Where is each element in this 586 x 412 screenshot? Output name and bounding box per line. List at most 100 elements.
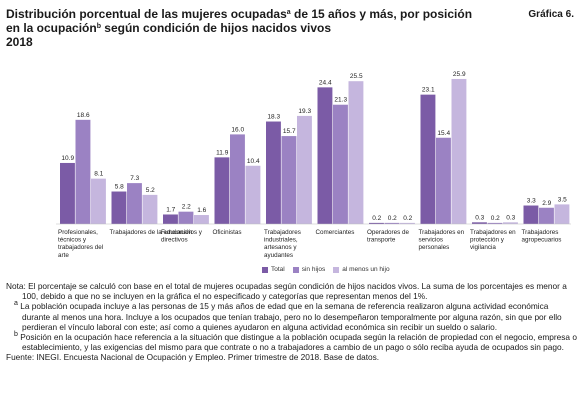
data-label: 18.3 (267, 114, 280, 121)
bar (214, 157, 230, 224)
data-label: 10.9 (61, 155, 74, 162)
note-b: b Posición en la ocupación hace referenc… (14, 331, 577, 353)
legend-swatch-al-menos-un-hijo (333, 266, 340, 273)
bar (194, 215, 209, 224)
data-label: 15.4 (437, 130, 450, 137)
category-label-line: agropecuarios (522, 237, 562, 244)
category-label: Funcionarios y directivos (161, 229, 203, 244)
data-label: 0.3 (506, 214, 515, 221)
bar (333, 104, 348, 224)
data-label: 25.5 (350, 73, 363, 80)
bar (554, 204, 570, 224)
category-label-line: servicios (419, 237, 444, 244)
bar (400, 222, 415, 224)
data-label: 23.1 (422, 87, 435, 94)
legend-swatch-total (262, 266, 268, 273)
category-label-line: Operadores de (367, 229, 410, 236)
bar (348, 81, 364, 224)
category-label-line: Trabajadores en (419, 229, 465, 236)
bar (369, 222, 384, 224)
data-label: 11.9 (216, 149, 229, 156)
bar-chart: 10.9 18.6 8.1 Profesionales, técnicos y traba… (56, 71, 571, 259)
legend-item-al-menos-un-hijo: al menos un hijo (333, 266, 390, 273)
data-label: 0.2 (403, 215, 412, 222)
bar (317, 87, 333, 224)
category-label-line: arte (58, 252, 69, 259)
category-label-line: directivos (161, 237, 188, 244)
chart-legend: Total sin hijos al menos un hijo (262, 266, 390, 273)
category-label-line: Oficinistas (213, 229, 242, 236)
data-label: 2.2 (182, 204, 191, 211)
category-label: Trabajadores en servicios personales (419, 229, 465, 251)
category-label-line: Trabajadores (264, 229, 301, 236)
data-label: 7.3 (130, 175, 139, 182)
category-label-line: Funcionarios y (161, 229, 203, 236)
graph-number-label: Gráfica 6. (528, 9, 574, 20)
bar (60, 162, 75, 224)
chart-notes: Nota: El porcentaje se calculó con base … (6, 281, 578, 363)
category-label-line: ayudantes (264, 252, 293, 259)
data-label: 16.0 (231, 126, 244, 133)
data-label: 0.2 (372, 215, 381, 222)
bar (230, 134, 245, 224)
bar (472, 222, 487, 224)
category-label-line: trabajadores del (58, 244, 103, 251)
bar (75, 119, 91, 224)
bar (127, 183, 142, 224)
legend-swatch-sin-hijos (292, 266, 299, 273)
category-label: Trabajadores agropecuarios (522, 229, 562, 244)
data-label: 3.5 (558, 196, 567, 203)
data-label: 3.3 (527, 198, 536, 205)
category-label-line: personales (419, 244, 450, 251)
bar (245, 165, 261, 224)
category-label-line: Comerciantes (316, 229, 355, 236)
bar (163, 214, 178, 224)
bar (384, 222, 400, 224)
data-label: 5.8 (115, 184, 124, 191)
category-label: Profesionales, técnicos y trabajadores del… (58, 229, 103, 259)
data-label: 8.1 (94, 171, 103, 178)
bar (281, 136, 297, 224)
data-label: 0.3 (475, 214, 484, 221)
category-label: Trabajadores industriales, artesanos y ayud… (264, 229, 301, 259)
legend-item-total: Total (262, 266, 285, 273)
category-label-line: Trabajadores en (470, 229, 516, 236)
category-label-line: técnicos y (58, 237, 87, 244)
note-source: Fuente: INEGI. Encuesta Nacional de Ocup… (6, 352, 380, 363)
bar (297, 115, 312, 224)
category-label-line: Profesionales, (58, 229, 98, 236)
category-label-line: Trabajadores de la educación (110, 229, 193, 236)
data-label: 1.6 (197, 207, 206, 214)
data-label: 5.2 (146, 187, 155, 194)
category-label: Comerciantes (316, 229, 355, 236)
category-label: Oficinistas (213, 229, 242, 236)
legend-item-sin-hijos: sin hijos (292, 266, 325, 273)
data-label: 2.9 (542, 200, 551, 207)
note-a: a La población ocupada incluye a las per… (14, 300, 562, 332)
bar (523, 205, 539, 224)
data-label: 10.4 (247, 158, 260, 165)
category-label-line: vigilancia (470, 244, 496, 251)
bar (420, 94, 436, 224)
data-label: 1.7 (166, 206, 175, 213)
bar (539, 207, 554, 224)
bar (451, 78, 467, 225)
category-label: Trabajadores de la educación (110, 229, 193, 236)
bar (91, 178, 106, 224)
data-label: 25.9 (453, 71, 466, 78)
category-label-line: transporte (367, 237, 396, 244)
category-label-line: industriales, (264, 237, 298, 244)
category-label-line: Trabajadores (522, 229, 559, 236)
data-label: 21.3 (334, 97, 347, 104)
bar (266, 121, 281, 224)
data-label: 15.7 (283, 128, 296, 135)
bar (111, 191, 127, 224)
bar (142, 194, 158, 224)
bar (487, 222, 503, 224)
chart-title: Distribución porcentual de las mujeres o… (6, 7, 473, 49)
bar (178, 211, 194, 224)
category-label: Trabajadores en protección y vigilancia (470, 229, 516, 251)
data-label: 24.4 (319, 79, 332, 86)
bar (503, 222, 518, 224)
note-main: Nota: El porcentaje se calculó con base … (6, 281, 567, 302)
